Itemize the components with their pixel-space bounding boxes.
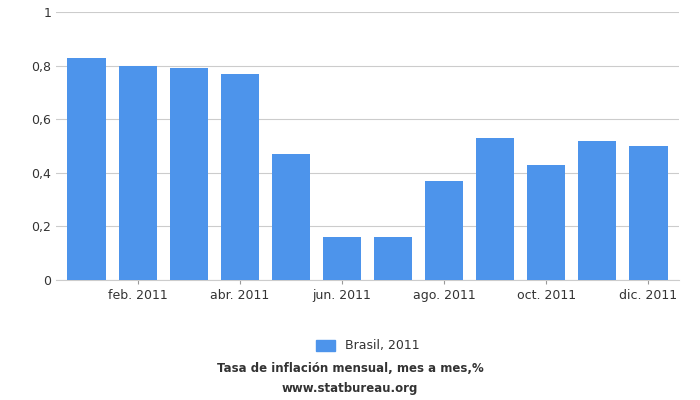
Bar [220, 74, 259, 280]
Bar [527, 165, 566, 280]
Text: www.statbureau.org: www.statbureau.org [282, 382, 418, 395]
Legend: Brasil, 2011: Brasil, 2011 [311, 334, 424, 358]
Bar [578, 141, 617, 280]
Bar [629, 146, 668, 280]
Bar [67, 58, 106, 280]
Bar [425, 181, 463, 280]
Text: Tasa de inflación mensual, mes a mes,%: Tasa de inflación mensual, mes a mes,% [216, 362, 484, 375]
Bar [374, 237, 412, 280]
Bar [169, 68, 208, 280]
Bar [323, 237, 361, 280]
Bar [272, 154, 310, 280]
Bar [476, 138, 514, 280]
Bar [118, 66, 157, 280]
